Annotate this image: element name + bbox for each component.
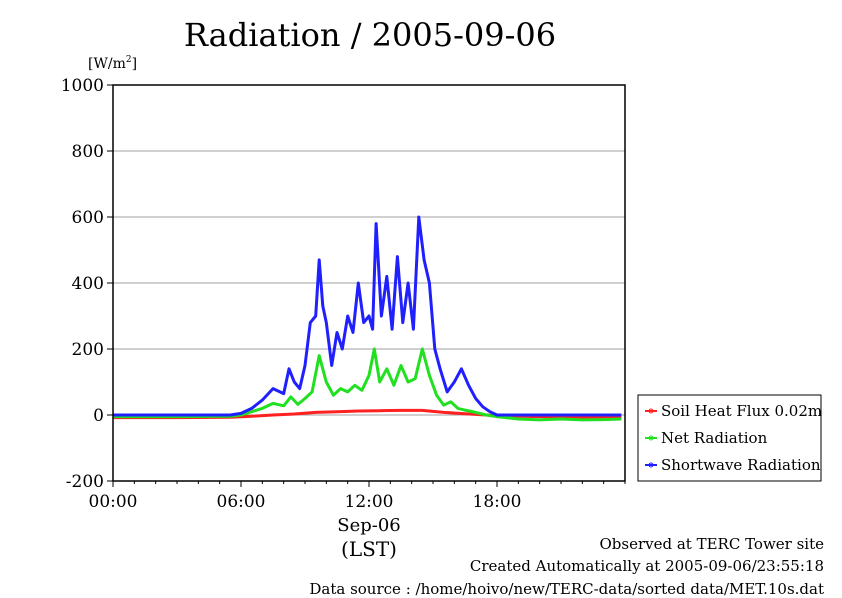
legend-label-0: Soil Heat Flux 0.02m bbox=[661, 402, 822, 420]
legend: Soil Heat Flux 0.02m Net Radiation Shortwa… bbox=[637, 394, 822, 482]
y-axis-unit-label: [W/m2] bbox=[88, 55, 137, 72]
series-line-1 bbox=[113, 347, 622, 422]
x-tick-label: 00:00 bbox=[89, 492, 138, 512]
footer-observed: Observed at TERC Tower site bbox=[599, 535, 824, 553]
legend-label-1: Net Radiation bbox=[661, 429, 768, 447]
y-tick-label: -200 bbox=[66, 472, 104, 492]
y-tick-label: 400 bbox=[72, 274, 104, 294]
footer-data-source: Data source : /home/hoivo/new/TERC-data/… bbox=[309, 580, 824, 598]
x-tick-label: 18:00 bbox=[473, 492, 522, 512]
y-tick-label: 1000 bbox=[61, 76, 104, 96]
legend-marker-0 bbox=[648, 408, 654, 414]
y-axis: -200 0 200 400 600 800 1000 bbox=[61, 76, 113, 492]
x-axis: 00:00 06:00 12:00 18:00 bbox=[89, 481, 626, 512]
series-line-2 bbox=[113, 215, 622, 417]
series-group bbox=[113, 215, 622, 422]
chart-title: Radiation / 2005-09-06 bbox=[184, 16, 556, 54]
x-axis-timezone-label: (LST) bbox=[341, 537, 397, 561]
footer-created: Created Automatically at 2005-09-06/23:5… bbox=[469, 557, 824, 575]
legend-marker-2 bbox=[648, 462, 654, 468]
y-tick-label: 800 bbox=[72, 142, 104, 162]
y-tick-label: 0 bbox=[93, 406, 104, 426]
x-tick-label: 06:00 bbox=[217, 492, 266, 512]
legend-marker-1 bbox=[648, 435, 654, 441]
y-tick-label: 200 bbox=[72, 340, 104, 360]
x-tick-label: 12:00 bbox=[345, 492, 394, 512]
legend-box bbox=[637, 394, 822, 482]
legend-label-2: Shortwave Radiation bbox=[661, 456, 821, 474]
y-tick-label: 600 bbox=[72, 208, 104, 228]
x-axis-date-label: Sep-06 bbox=[337, 515, 401, 536]
